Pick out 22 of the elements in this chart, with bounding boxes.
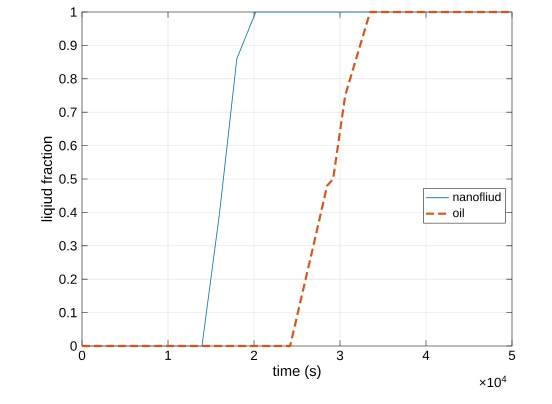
y-tick-label: 1: [70, 7, 77, 17]
y-tick-label: 0.7: [59, 107, 77, 117]
text: ×10$^{4}$: [480, 376, 506, 388]
y-axis-title: liqiud fraction: [41, 136, 55, 222]
legend-label: nanofliud: [453, 192, 500, 202]
y-tick-label: 0.1: [59, 308, 77, 318]
y-tick-label: 0.8: [59, 74, 77, 84]
x-tick-label: 2: [250, 350, 258, 360]
y-tick-label: 0.2: [59, 274, 77, 284]
y-tick-label: 0.9: [59, 40, 77, 50]
x-tick-label: 1: [165, 350, 172, 360]
x-tick-label: 5: [508, 350, 516, 360]
x-tick-label: 4: [422, 350, 430, 360]
y-tick-label: 0: [70, 341, 77, 351]
y-tick-label: 0.5: [59, 174, 77, 184]
y-tick-label: 0.4: [59, 208, 77, 218]
x-axis-title: time (s): [272, 365, 321, 379]
y-tick-label: 0.6: [59, 140, 77, 150]
legend-label: oil: [453, 208, 464, 218]
y-tick-label: 0.3: [59, 241, 77, 251]
x-tick-label: 0: [78, 350, 86, 360]
x-tick-label: 3: [336, 350, 344, 360]
